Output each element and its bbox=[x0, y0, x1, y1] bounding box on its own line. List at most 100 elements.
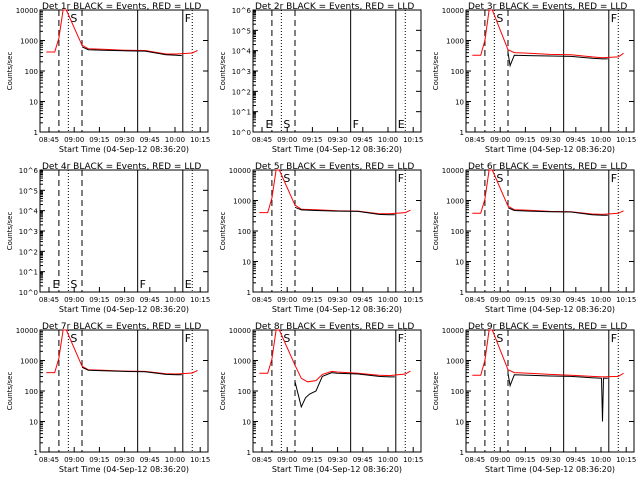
y-tick-label: 10000 bbox=[442, 167, 464, 175]
marker-letter-s: S bbox=[70, 332, 77, 345]
y-axis-label: Counts/sec bbox=[219, 212, 227, 251]
y-tick-label: 10^3 bbox=[19, 228, 38, 236]
y-tick-label: 10^4 bbox=[19, 208, 39, 216]
x-tick-label: 09:00 bbox=[277, 456, 297, 464]
chart-title: Det 6r BLACK = Events, RED = LLD bbox=[468, 162, 627, 172]
x-tick-label: 10:00 bbox=[165, 456, 185, 464]
y-tick-label: 1000 bbox=[446, 38, 464, 46]
y-tick-label: 1000 bbox=[446, 198, 464, 206]
y-tick-label: 1 bbox=[34, 449, 38, 457]
x-tick-label: 10:00 bbox=[378, 456, 398, 464]
x-tick-label: 08:45 bbox=[252, 456, 272, 464]
y-tick-label: 1 bbox=[460, 129, 464, 137]
lld-series-line bbox=[472, 169, 624, 215]
y-tick-label: 10^4 bbox=[232, 48, 252, 56]
marker-letter-f: F bbox=[185, 332, 191, 345]
x-tick-label: 09:15 bbox=[515, 136, 535, 144]
y-tick-label: 10^2 bbox=[19, 248, 38, 256]
y-axis-label: Counts/sec bbox=[6, 212, 14, 251]
y-tick-label: 10 bbox=[242, 419, 251, 427]
x-tick-label: 10:00 bbox=[591, 296, 611, 304]
x-tick-label: 10:15 bbox=[403, 296, 423, 304]
y-axis-label: Counts/sec bbox=[432, 52, 440, 91]
y-axis-label: Counts/sec bbox=[6, 52, 14, 91]
chart-panel-7: Det 7r BLACK = Events, RED = LLD 1 10 100 10… bbox=[6, 322, 210, 474]
y-tick-label: 10 bbox=[242, 259, 251, 267]
y-tick-label: 10000 bbox=[16, 327, 38, 335]
x-tick-label: 09:15 bbox=[515, 456, 535, 464]
x-tick-label: 10:15 bbox=[616, 456, 636, 464]
x-tick-label: 09:15 bbox=[89, 296, 109, 304]
chart-panel-5: Det 5r BLACK = Events, RED = LLD 1 10 100 10… bbox=[219, 162, 423, 314]
y-axis-label: Counts/sec bbox=[219, 372, 227, 411]
marker-letter-s: S bbox=[496, 332, 503, 345]
marker-letter-e: E bbox=[185, 278, 192, 291]
x-tick-label: 09:30 bbox=[541, 296, 561, 304]
x-tick-label: 09:15 bbox=[89, 456, 109, 464]
chart-title: Det 1r BLACK = Events, RED = LLD bbox=[42, 2, 201, 12]
y-tick-label: 100 bbox=[451, 228, 464, 236]
chart-panel-3: Det 3r BLACK = Events, RED = LLD 1 10 100 10… bbox=[432, 2, 636, 154]
marker-letter-f: F bbox=[611, 332, 617, 345]
y-tick-label: 100 bbox=[238, 228, 251, 236]
y-tick-label: 1000 bbox=[20, 358, 38, 366]
x-tick-label: 09:45 bbox=[566, 136, 586, 144]
x-tick-label: 09:15 bbox=[302, 136, 322, 144]
y-tick-label: 1 bbox=[34, 129, 38, 137]
x-tick-label: 09:00 bbox=[490, 136, 510, 144]
x-tick-label: 09:30 bbox=[115, 296, 135, 304]
x-tick-label: 09:30 bbox=[115, 136, 135, 144]
y-tick-label: 10000 bbox=[229, 327, 251, 335]
x-axis-label: Start Time (04-Sep-12 08:36:20) bbox=[272, 145, 402, 154]
x-tick-label: 10:15 bbox=[616, 136, 636, 144]
chart-title: Det 3r BLACK = Events, RED = LLD bbox=[468, 2, 627, 12]
events-series-line bbox=[507, 373, 608, 422]
y-tick-label: 10000 bbox=[229, 167, 251, 175]
marker-letter-e: E bbox=[266, 118, 273, 131]
x-tick-label: 08:45 bbox=[39, 296, 59, 304]
x-tick-label: 10:15 bbox=[190, 296, 210, 304]
chart-panel-6: Det 6r BLACK = Events, RED = LLD 1 10 100 10… bbox=[432, 162, 636, 314]
y-tick-label: 10^0 bbox=[19, 289, 38, 297]
y-axis-label: Counts/sec bbox=[219, 52, 227, 91]
marker-letter-f: F bbox=[185, 12, 191, 25]
y-tick-label: 1 bbox=[247, 449, 251, 457]
x-tick-label: 08:45 bbox=[465, 296, 485, 304]
x-tick-label: 09:15 bbox=[89, 136, 109, 144]
lld-series-line bbox=[46, 329, 198, 375]
y-axis-label: Counts/sec bbox=[432, 372, 440, 411]
y-tick-label: 1 bbox=[247, 289, 251, 297]
y-tick-label: 10 bbox=[29, 99, 38, 107]
marker-letter-f: F bbox=[398, 332, 404, 345]
x-tick-label: 09:30 bbox=[115, 456, 135, 464]
x-tick-label: 10:00 bbox=[165, 136, 185, 144]
x-tick-label: 09:45 bbox=[566, 456, 586, 464]
x-tick-label: 09:00 bbox=[490, 456, 510, 464]
marker-letter-f: F bbox=[140, 278, 146, 291]
y-tick-label: 100 bbox=[451, 388, 464, 396]
y-tick-label: 1000 bbox=[233, 358, 251, 366]
events-series-line bbox=[507, 52, 608, 68]
x-tick-label: 09:45 bbox=[140, 136, 160, 144]
y-tick-label: 1000 bbox=[20, 38, 38, 46]
x-tick-label: 10:00 bbox=[378, 136, 398, 144]
x-axis-label: Start Time (04-Sep-12 08:36:20) bbox=[272, 305, 402, 314]
marker-letter-s: S bbox=[283, 118, 290, 131]
x-tick-label: 09:45 bbox=[353, 296, 373, 304]
chart-panel-2: Det 2r BLACK = Events, RED = LLD 10^0 10^1… bbox=[219, 2, 423, 154]
events-series-line bbox=[294, 206, 395, 216]
y-tick-label: 10^1 bbox=[19, 269, 38, 277]
x-tick-label: 10:15 bbox=[616, 296, 636, 304]
y-tick-label: 1000 bbox=[446, 358, 464, 366]
x-tick-label: 09:45 bbox=[566, 296, 586, 304]
y-tick-label: 10^0 bbox=[232, 129, 251, 137]
y-tick-label: 10 bbox=[29, 419, 38, 427]
y-tick-label: 100 bbox=[451, 68, 464, 76]
marker-letter-s: S bbox=[283, 172, 290, 185]
lld-series-line bbox=[46, 9, 198, 55]
x-tick-label: 09:45 bbox=[140, 456, 160, 464]
x-tick-label: 10:00 bbox=[591, 136, 611, 144]
chart-title: Det 9r BLACK = Events, RED = LLD bbox=[468, 322, 627, 332]
marker-letter-s: S bbox=[496, 172, 503, 185]
marker-letter-e: E bbox=[53, 278, 60, 291]
